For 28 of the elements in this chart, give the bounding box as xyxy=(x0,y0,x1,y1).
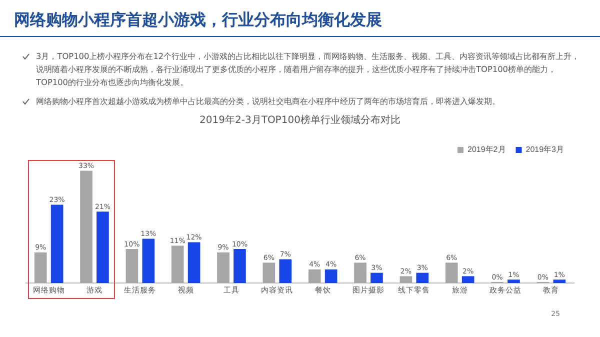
bar xyxy=(234,249,246,283)
chart-subtitle: 2019年2-3月TOP100榜单行业领域分布对比 xyxy=(198,114,402,127)
legend-label: 2019年3月 xyxy=(526,145,564,154)
bar xyxy=(126,249,138,283)
bar xyxy=(553,280,566,283)
bar xyxy=(171,246,184,283)
chart-title: 网络购物小程序首超小游戏，行业分布向均衡化发展 xyxy=(14,10,382,31)
bar xyxy=(400,276,412,283)
bar xyxy=(188,242,200,283)
bar xyxy=(416,272,429,283)
bar xyxy=(308,269,321,283)
bar xyxy=(142,238,155,283)
bar xyxy=(80,170,92,283)
text: 3月，TOP100上榜小程序分布在12个行业中，小游戏的占比相比以往下降明显，而网络购物、生活服务、视频、工具、内容资讯等领域占比都有所上升，说明随着小程序发展的不断成熟，各行业涌现出了更多优质的小程序，随着用户留存率的提升，这些优质小程序有了持续冲击TOP100榜单的能力，TOP100的行业分布也逐步向均衡化发展。 xyxy=(36,51,580,87)
bar xyxy=(262,262,276,283)
bar xyxy=(370,272,383,283)
bar xyxy=(96,212,109,283)
bar xyxy=(324,269,338,283)
bar xyxy=(50,204,64,283)
bar xyxy=(354,262,366,283)
text: 网络购物小程序首次超越小游戏成为榜单中占比最高的分类，说明社交电商在小程序中经历了两年的市场培育后，即将进入爆发期。 xyxy=(36,96,500,106)
bar xyxy=(34,252,47,283)
bar xyxy=(508,280,520,283)
bar xyxy=(462,276,474,283)
bar xyxy=(279,259,292,283)
bar xyxy=(217,252,230,283)
legend-label: 2019年2月 xyxy=(468,145,506,154)
bar xyxy=(445,262,458,283)
